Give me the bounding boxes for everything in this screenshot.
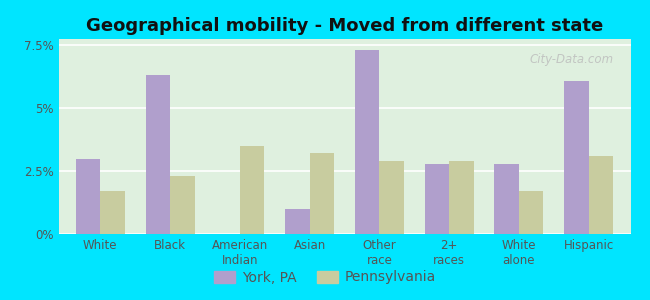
Bar [589,156,613,234]
Bar [355,50,380,234]
Bar [564,80,589,234]
Bar [76,158,100,234]
Bar [146,76,170,234]
Bar [240,146,265,234]
Bar [285,209,309,234]
Bar [495,164,519,234]
Bar [424,164,449,234]
Bar [519,191,543,234]
Text: City-Data.com: City-Data.com [529,52,614,66]
Title: Geographical mobility - Moved from different state: Geographical mobility - Moved from diffe… [86,17,603,35]
Bar [309,154,334,234]
Bar [170,176,194,234]
Bar [100,191,125,234]
Bar [380,161,404,234]
Bar [449,161,474,234]
Legend: York, PA, Pennsylvania: York, PA, Pennsylvania [208,265,442,290]
